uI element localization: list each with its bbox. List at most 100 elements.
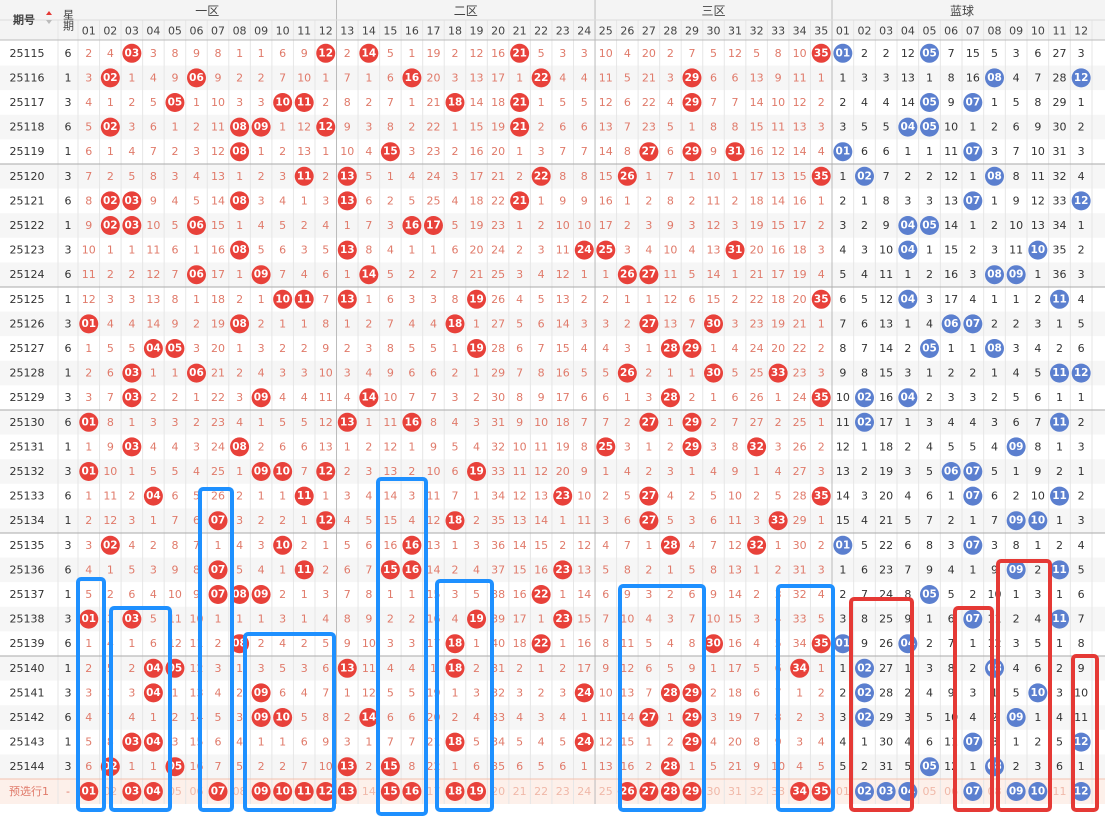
red-number: 11 bbox=[297, 564, 312, 576]
blue-box bbox=[198, 487, 234, 812]
period: 25130 bbox=[10, 416, 45, 429]
period: 25131 bbox=[10, 440, 45, 453]
red-column-label: 05 bbox=[168, 25, 182, 38]
red-miss: 2 bbox=[408, 613, 415, 626]
red-number: 29 bbox=[685, 416, 700, 428]
red-miss: 22 bbox=[750, 293, 764, 306]
blue-miss: 6 bbox=[883, 145, 890, 158]
red-miss: 2 bbox=[85, 514, 92, 527]
red-number: 12 bbox=[318, 121, 333, 133]
red-miss: 10 bbox=[728, 490, 742, 503]
red-miss: 2 bbox=[365, 760, 372, 773]
red-column-label: 18 bbox=[448, 25, 462, 38]
red-miss: 4 bbox=[688, 244, 695, 257]
red-miss: 25 bbox=[426, 194, 440, 207]
red-pick-number: 01 bbox=[81, 786, 96, 798]
red-miss: 20 bbox=[793, 293, 807, 306]
blue-miss: 2 bbox=[839, 194, 846, 207]
blue-miss: 1 bbox=[839, 170, 846, 183]
red-number: 03 bbox=[125, 220, 140, 232]
red-miss: 6 bbox=[732, 71, 739, 84]
weekday: 1 bbox=[65, 145, 72, 158]
red-miss: 9 bbox=[559, 194, 566, 207]
red-number: 29 bbox=[685, 72, 700, 84]
red-miss: 1 bbox=[667, 563, 674, 576]
blue-ball bbox=[833, 634, 853, 654]
red-ball bbox=[639, 708, 659, 727]
red-miss: 6 bbox=[645, 662, 652, 675]
red-pick-ball bbox=[79, 782, 99, 801]
red-number: 33 bbox=[771, 367, 786, 379]
red-miss: 14 bbox=[599, 145, 613, 158]
red-miss: 1 bbox=[732, 170, 739, 183]
red-number: 13 bbox=[340, 170, 355, 182]
red-number: 04 bbox=[146, 343, 161, 355]
red-miss: 8 bbox=[365, 244, 372, 257]
red-miss: 1 bbox=[128, 244, 135, 257]
red-number: 18 bbox=[448, 736, 463, 748]
blue-miss: 5 bbox=[861, 539, 868, 552]
red-number: 12 bbox=[318, 515, 333, 527]
row-bg bbox=[0, 41, 1105, 66]
red-miss: 1 bbox=[85, 342, 92, 355]
red-miss: 8 bbox=[408, 760, 415, 773]
red-miss: 28 bbox=[793, 490, 807, 503]
red-miss: 12 bbox=[728, 539, 742, 552]
blue-miss: 10 bbox=[836, 391, 850, 404]
blue-miss: 2 bbox=[969, 244, 976, 257]
red-miss: 14 bbox=[534, 514, 548, 527]
red-miss: 15 bbox=[383, 514, 397, 527]
red-miss: 1 bbox=[667, 711, 674, 724]
red-miss: 19 bbox=[211, 317, 225, 330]
red-miss: 2 bbox=[624, 219, 631, 232]
red-miss: 7 bbox=[452, 268, 459, 281]
red-number: 15 bbox=[383, 761, 398, 773]
blue-pick-ball bbox=[1028, 782, 1048, 801]
red-miss: 15 bbox=[750, 121, 764, 134]
blue-miss: 35 bbox=[1053, 244, 1067, 257]
red-miss: 2 bbox=[473, 391, 480, 404]
red-miss: 3 bbox=[645, 391, 652, 404]
red-number: 29 bbox=[685, 736, 700, 748]
blue-miss: 6 bbox=[861, 145, 868, 158]
blue-miss: 4 bbox=[861, 514, 868, 527]
red-miss: 6 bbox=[538, 317, 545, 330]
red-miss: 3 bbox=[171, 736, 178, 749]
red-miss: 6 bbox=[322, 268, 329, 281]
red-number: 35 bbox=[814, 392, 829, 404]
red-miss: 5 bbox=[710, 490, 717, 503]
red-number: 27 bbox=[642, 416, 657, 428]
blue-miss: 1 bbox=[969, 121, 976, 134]
weekday: 6 bbox=[65, 194, 72, 207]
blue-box bbox=[76, 577, 106, 812]
period: 25128 bbox=[10, 367, 45, 380]
red-number: 16 bbox=[405, 564, 420, 576]
red-miss: 26 bbox=[750, 391, 764, 404]
red-miss: 7 bbox=[624, 539, 631, 552]
red-miss: 3 bbox=[818, 367, 825, 380]
blue-miss: 3 bbox=[948, 539, 955, 552]
red-miss: 5 bbox=[775, 490, 782, 503]
red-miss: 24 bbox=[211, 440, 225, 453]
blue-miss: 2 bbox=[1034, 293, 1041, 306]
red-miss: 25 bbox=[211, 465, 225, 478]
red-miss: 6 bbox=[710, 71, 717, 84]
red-miss: 8 bbox=[322, 317, 329, 330]
blue-miss: 1 bbox=[1078, 96, 1085, 109]
red-miss: 2 bbox=[193, 121, 200, 134]
red-number: 21 bbox=[512, 97, 527, 109]
blue-miss: 3 bbox=[1034, 317, 1041, 330]
red-miss: 15 bbox=[707, 293, 721, 306]
blue-miss: 2 bbox=[991, 121, 998, 134]
blue-ball bbox=[1028, 240, 1048, 260]
red-miss: 1 bbox=[818, 317, 825, 330]
red-column-label: 34 bbox=[793, 25, 807, 38]
blue-ball bbox=[963, 142, 983, 162]
red-miss: 24 bbox=[491, 244, 505, 257]
red-miss: 3 bbox=[516, 268, 523, 281]
red-miss: 1 bbox=[753, 563, 760, 576]
blue-miss: 1 bbox=[861, 440, 868, 453]
blue-column-label: 10 bbox=[1031, 25, 1045, 38]
red-miss: 2 bbox=[365, 440, 372, 453]
red-number: 27 bbox=[642, 490, 657, 502]
